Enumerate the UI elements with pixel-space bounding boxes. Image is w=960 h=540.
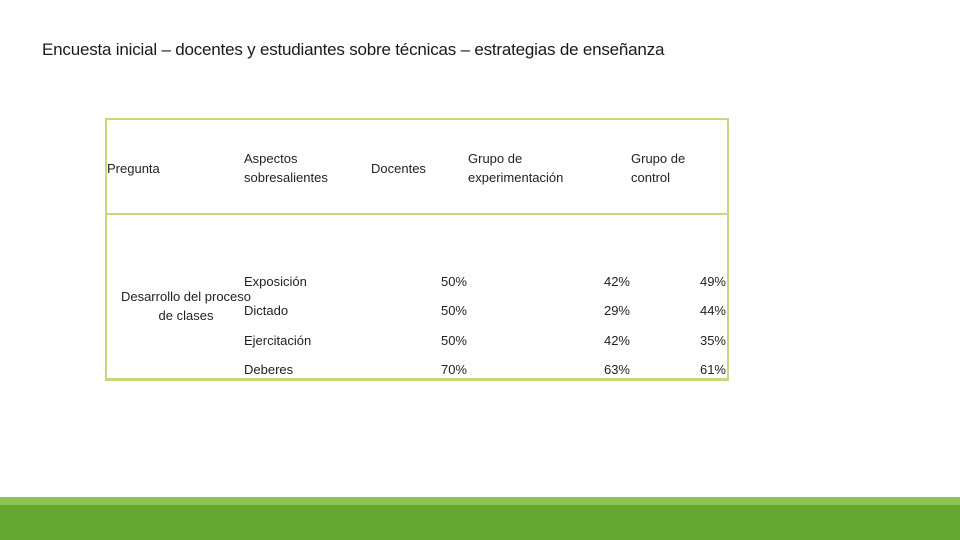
experimentacion-value: 42% [603,274,630,289]
docentes-value: 50% [440,274,467,289]
docentes-value: 50% [440,333,467,348]
footer-accent-stripe [0,497,960,505]
experimentacion-value: 29% [603,303,630,318]
slide-title: Encuesta inicial – docentes y estudiante… [42,40,665,59]
aspect-label: Ejercitación [244,333,312,348]
docentes-value: 70% [440,362,467,377]
header-docentes: Docentes [371,161,426,176]
header-pregunta: Pregunta [107,161,160,176]
experimentacion-value: 42% [603,333,630,348]
question-cell: Desarrollo del proceso de clases [120,289,252,323]
header-aspectos: Aspectos sobresalientes [244,151,328,185]
header-grupo-experimentacion: Grupo de experimentación [468,151,564,185]
control-value: 61% [699,362,726,377]
control-value: 35% [699,333,726,348]
footer-band [0,505,960,540]
experimentacion-value: 63% [603,362,630,377]
aspect-label: Dictado [244,303,289,318]
header-divider [107,213,727,215]
aspect-label: Exposición [244,274,307,289]
survey-table: Pregunta Aspectos sobresalientes Docente… [105,118,729,381]
header-grupo-control: Grupo de control [631,151,686,185]
control-value: 44% [699,303,726,318]
aspect-label: Deberes [244,362,294,377]
control-value: 49% [699,274,726,289]
docentes-value: 50% [440,303,467,318]
